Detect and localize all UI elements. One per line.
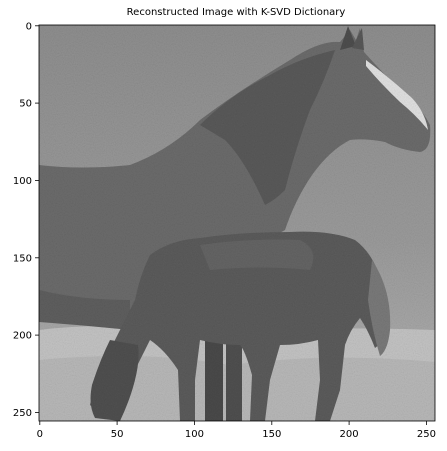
image-title: Reconstructed Image with K-SVD Dictionar… bbox=[126, 7, 346, 18]
x-tick-label: 0 bbox=[37, 429, 43, 440]
x-tick-label: 150 bbox=[262, 429, 281, 440]
axes-frame bbox=[38, 24, 436, 422]
x-tick-label: 250 bbox=[417, 429, 436, 440]
y-tick-label: 150 bbox=[13, 253, 32, 264]
horse-mane bbox=[200, 50, 335, 205]
horse-blaze bbox=[366, 60, 428, 130]
reconstructed-image bbox=[39, 25, 435, 421]
y-tick-label: 250 bbox=[13, 408, 32, 419]
foal-head bbox=[90, 340, 139, 421]
y-tick-label: 200 bbox=[13, 331, 32, 342]
y-tick-label: 100 bbox=[13, 176, 32, 187]
foal-body bbox=[90, 231, 386, 421]
y-tick-label: 50 bbox=[19, 99, 32, 110]
y-tick-label: 0 bbox=[26, 21, 32, 32]
x-tick-label: 200 bbox=[340, 429, 359, 440]
x-tick-label: 100 bbox=[185, 429, 204, 440]
x-axis: 0 50 100 150 200 250 bbox=[37, 421, 436, 440]
horse-body bbox=[39, 28, 431, 325]
y-axis: 0 50 100 150 200 250 bbox=[13, 21, 39, 419]
x-tick-label: 50 bbox=[111, 429, 124, 440]
